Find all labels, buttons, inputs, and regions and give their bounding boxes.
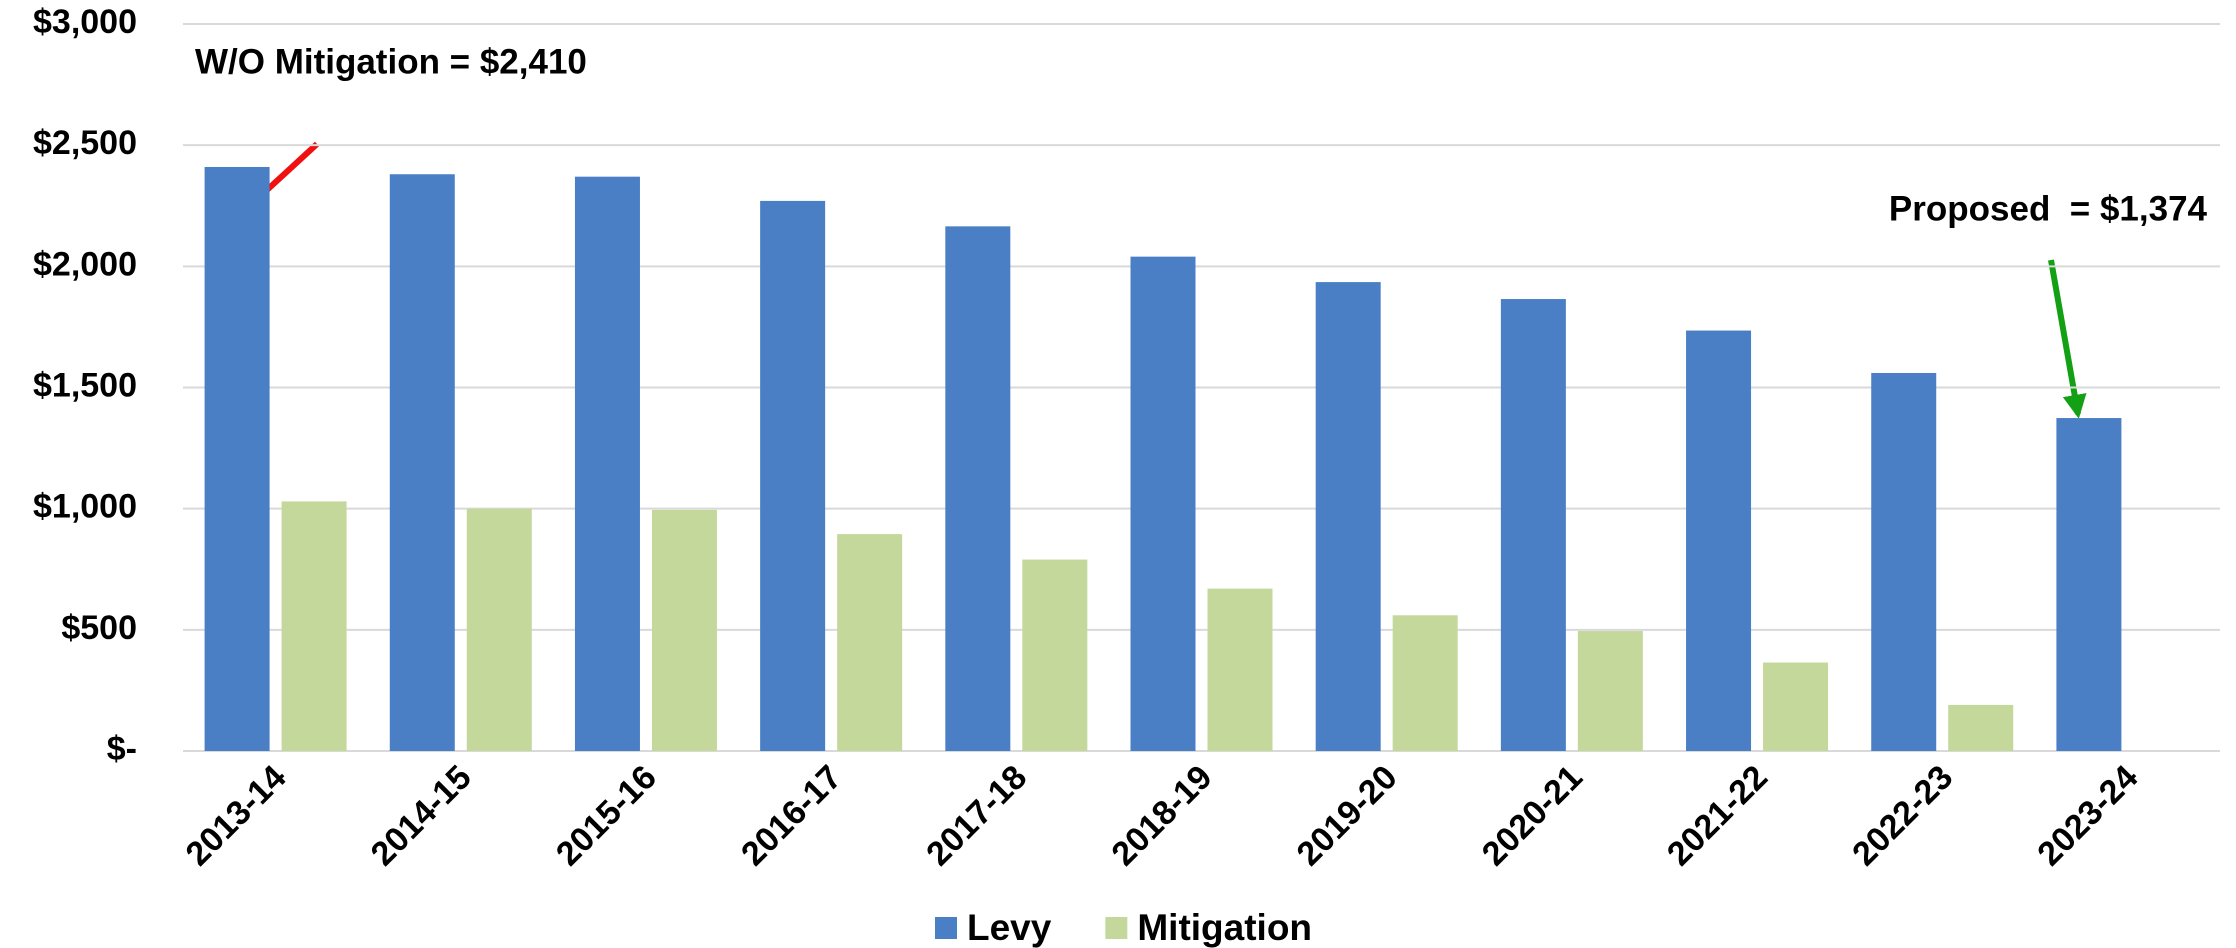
bar — [1207, 588, 1273, 751]
bar — [389, 174, 455, 751]
x-tick-label: 2013-14 — [178, 758, 293, 873]
y-tick-label: $- — [107, 730, 137, 768]
x-tick-label: 2019-20 — [1290, 758, 1405, 873]
y-tick-label: $500 — [61, 609, 137, 647]
y-tick-label: $2,500 — [33, 124, 137, 162]
x-tick-label: 2014-15 — [364, 758, 479, 873]
bar — [281, 501, 347, 751]
x-tick-label: 2017-18 — [919, 758, 1034, 873]
x-tick-label: 2020-21 — [1475, 758, 1590, 873]
x-tick-label: 2023-24 — [2030, 758, 2145, 873]
annotation: Proposed = $1,374 — [1889, 189, 2208, 228]
bar — [1500, 299, 1566, 751]
x-tick-label: 2015-16 — [549, 758, 664, 873]
legend-swatch — [935, 917, 957, 939]
bar — [1392, 615, 1458, 751]
bar — [1577, 631, 1643, 751]
y-tick-label: $3,000 — [33, 3, 137, 41]
x-tick-label: 2022-23 — [1845, 758, 1960, 873]
bar — [1022, 559, 1088, 751]
legend-label: Mitigation — [1137, 907, 1312, 948]
bar — [1948, 704, 2014, 751]
bar — [945, 226, 1011, 751]
bar — [2056, 418, 2122, 751]
annotation: W/O Mitigation = $2,410 — [195, 42, 587, 81]
x-tick-label: 2018-19 — [1104, 758, 1219, 873]
bar — [651, 509, 717, 751]
bar — [1130, 256, 1196, 751]
legend-label: Levy — [967, 907, 1052, 948]
bar — [466, 508, 532, 751]
y-tick-label: $2,000 — [33, 245, 137, 283]
x-tick-label: 2021-22 — [1660, 758, 1775, 873]
bar — [1871, 372, 1937, 751]
arrow — [2048, 259, 2087, 419]
y-tick-label: $1,000 — [33, 488, 137, 526]
y-tick-label: $1,500 — [33, 366, 137, 404]
bar — [1315, 282, 1381, 751]
bar — [204, 166, 270, 751]
bar — [760, 200, 826, 752]
bar — [1763, 662, 1829, 751]
x-tick-label: 2016-17 — [734, 758, 849, 873]
legend-swatch — [1105, 917, 1128, 939]
bar — [837, 534, 903, 751]
bar — [574, 176, 640, 752]
bar — [1686, 330, 1752, 751]
